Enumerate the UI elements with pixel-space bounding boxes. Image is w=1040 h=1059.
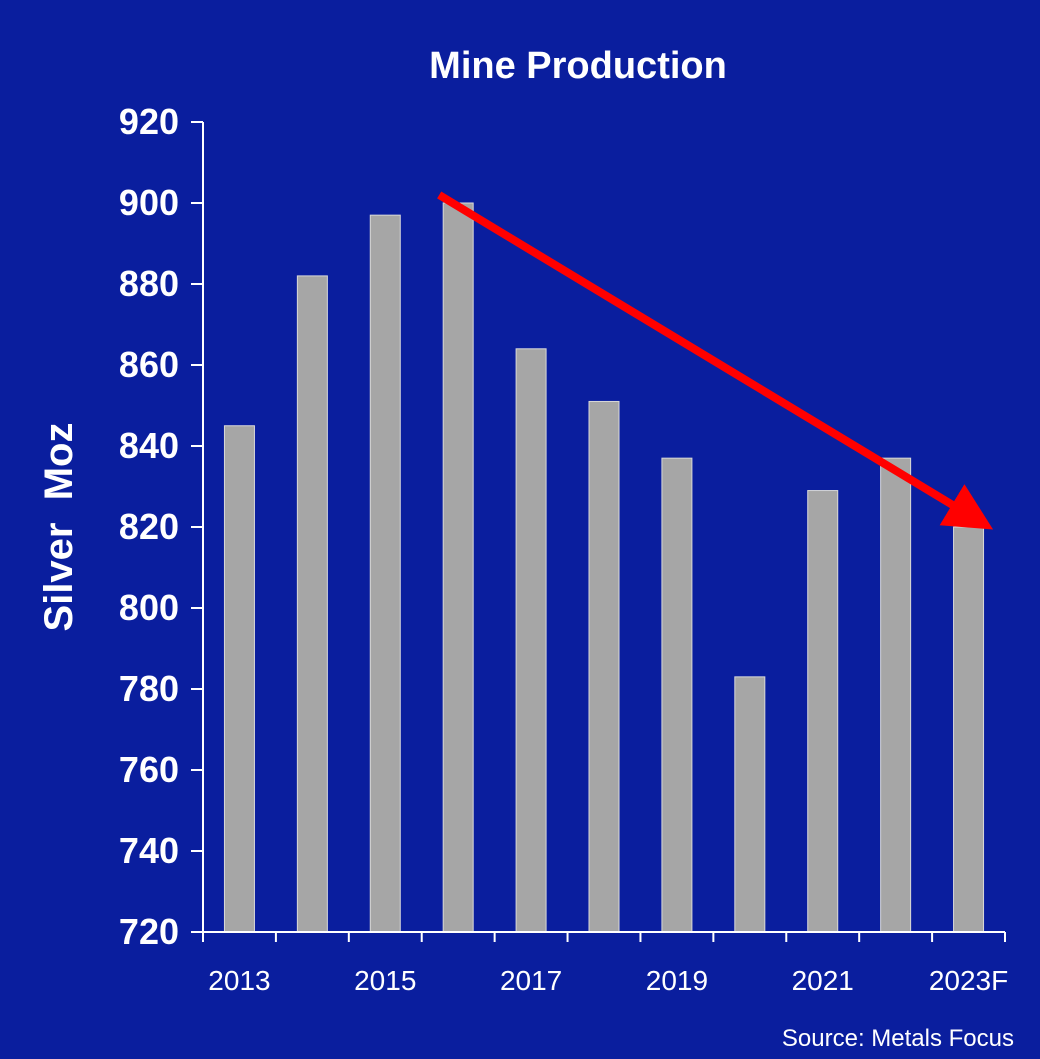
y-tick-label: 880	[119, 263, 179, 304]
x-tick-label: 2017	[500, 965, 562, 996]
bar-2021	[807, 490, 839, 933]
bar-series	[223, 202, 985, 933]
source-note: Source: Metals Focus	[782, 1025, 1014, 1052]
y-tick-label: 900	[119, 182, 179, 223]
downtrend-arrow	[437, 191, 994, 530]
bar-2014	[296, 275, 328, 933]
x-tick-label: 2015	[354, 965, 416, 996]
bar-2016	[442, 202, 474, 933]
x-tick-label: 2013	[208, 965, 270, 996]
y-tick-label: 860	[119, 344, 179, 385]
bar-2018	[588, 400, 620, 933]
bar-2013	[223, 425, 255, 933]
y-tick-label: 760	[119, 749, 179, 790]
y-axis-ticks: 720 740 760 780 800 820 840 860 880 900 920	[119, 101, 203, 952]
bar-2015	[369, 214, 401, 933]
bar-2023F	[953, 526, 985, 933]
y-tick-label: 840	[119, 425, 179, 466]
x-axis-ticks: 2013 2015 2017 2019 2021 2023F	[202, 932, 1008, 996]
bar-2022	[880, 457, 912, 933]
bar-2017	[515, 348, 547, 933]
chart-title: Mine Production	[429, 45, 727, 87]
bar-2019	[661, 457, 693, 933]
y-tick-label: 720	[119, 911, 179, 952]
y-tick-label: 740	[119, 830, 179, 871]
bar-2020	[734, 676, 766, 933]
x-tick-label: 2023F	[929, 965, 1008, 996]
y-axis-label: Silver Moz	[37, 423, 81, 632]
y-tick-label: 920	[119, 101, 179, 142]
x-tick-label: 2021	[792, 965, 854, 996]
y-tick-label: 780	[119, 668, 179, 709]
y-tick-label: 800	[119, 587, 179, 628]
x-tick-label: 2019	[646, 965, 708, 996]
y-tick-label: 820	[119, 506, 179, 547]
